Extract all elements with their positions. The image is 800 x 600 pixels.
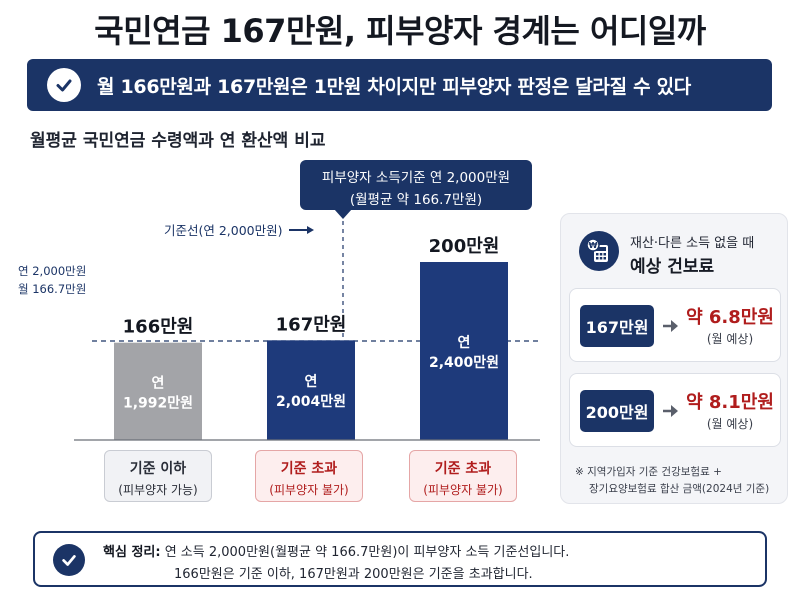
- premium-panel: ₩ 재산·다른 소득 없을 때 예상 건보료 167만원 약 6.8만원 (월 …: [560, 213, 788, 504]
- check-icon: [47, 68, 81, 102]
- panel-footnote-line2: 장기요양보험료 합산 금액(2024년 기준): [589, 483, 770, 495]
- status-box-167: 기준 초과 (피부양자 불가): [255, 450, 363, 502]
- check-icon: [53, 544, 85, 576]
- headline-banner: 월 166만원과 167만원은 1만원 차이지만 피부양자 판정은 달라질 수 …: [27, 59, 772, 111]
- status-sub: (피부양자 불가): [269, 483, 349, 497]
- summary-box: 핵심 정리: 연 소득 2,000만원(월평균 약 166.7만원)이 피부양자…: [33, 531, 767, 587]
- bar-inner-label-line2: 1,992만원: [123, 395, 193, 411]
- callout-tail: [334, 209, 352, 219]
- arrow-right-icon: [663, 320, 678, 332]
- status-box-166: 기준 이하 (피부양자 가능): [104, 450, 212, 502]
- premium-amount: 167만원: [580, 305, 654, 347]
- premium-row-167: 167만원 약 6.8만원 (월 예상): [569, 288, 781, 362]
- bar-inner-label-line1: 연: [305, 374, 318, 390]
- premium-amount: 200만원: [580, 390, 654, 432]
- bar-inner-label-line1: 연: [458, 335, 471, 351]
- panel-footnote-line1: ※ 지역가입자 기준 건강보험료 +: [575, 466, 722, 478]
- page-title: 국민연금 167만원, 피부양자 경계는 어디일까: [94, 12, 706, 50]
- status-label: 기준 초과: [434, 461, 492, 477]
- summary-label: 핵심 정리:: [103, 545, 161, 560]
- reference-note: 기준선(연 2,000만원): [164, 220, 315, 239]
- arrow-right-icon: [288, 223, 315, 238]
- bar-inner-label-line2: 2,400만원: [429, 355, 499, 371]
- bar-top-label: 166만원: [123, 317, 194, 338]
- threshold-annual-label: 연 2,000만원: [18, 264, 87, 278]
- status-label: 기준 이하: [129, 461, 187, 477]
- panel-heading-title: 예상 건보료: [630, 257, 715, 277]
- bar-166만원: [114, 342, 202, 440]
- premium-row-200: 200만원 약 8.1만원 (월 예상): [569, 373, 781, 447]
- premium-period: (월 예상): [706, 332, 754, 346]
- calculator-coin-icon: ₩: [579, 231, 619, 271]
- callout-line1: 피부양자 소득기준 연 2,000만원: [321, 170, 511, 186]
- bar-200만원: [420, 262, 508, 440]
- status-label: 기준 초과: [280, 461, 338, 477]
- panel-footnote: ※ 지역가입자 기준 건강보험료 + 장기요양보험료 합산 금액(2024년 기…: [575, 464, 780, 498]
- premium-fee: 약 8.1만원: [686, 392, 774, 413]
- bar-top-label: 167만원: [276, 314, 347, 335]
- summary-text1: 연 소득 2,000만원(월평균 약 166.7만원)이 피부양자 소득 기준선…: [164, 545, 570, 560]
- status-sub: (피부양자 불가): [423, 483, 503, 497]
- callout-line2: (월평균 약 166.7만원): [349, 192, 483, 208]
- reference-note-text: 기준선(연 2,000만원): [164, 223, 283, 238]
- chart-subtitle: 월평균 국민연금 수령액과 연 환산액 비교: [30, 131, 326, 151]
- bar-top-label: 200만원: [429, 236, 500, 257]
- banner-text: 월 166만원과 167만원은 1만원 차이지만 피부양자 판정은 달라질 수 …: [97, 75, 691, 98]
- summary-line2: 166만원은 기준 이하, 167만원과 200만원은 기준을 초과합니다.: [174, 567, 533, 582]
- status-sub: (피부양자 가능): [118, 483, 198, 497]
- bar-inner-label-line2: 2,004만원: [276, 394, 346, 410]
- threshold-monthly-label: 월 166.7만원: [18, 282, 87, 296]
- premium-fee: 약 6.8만원: [686, 307, 774, 328]
- bar-167만원: [267, 340, 355, 440]
- status-box-200: 기준 초과 (피부양자 불가): [409, 450, 517, 502]
- premium-period: (월 예상): [706, 417, 754, 431]
- arrow-right-icon: [663, 405, 678, 417]
- panel-heading-condition: 재산·다른 소득 없을 때: [630, 236, 755, 251]
- summary-line1: 핵심 정리: 연 소득 2,000만원(월평균 약 166.7만원)이 피부양자…: [103, 541, 569, 560]
- svg-text:₩: ₩: [589, 241, 598, 250]
- bar-inner-label-line1: 연: [152, 375, 165, 391]
- threshold-callout: 피부양자 소득기준 연 2,000만원 (월평균 약 166.7만원): [300, 160, 532, 219]
